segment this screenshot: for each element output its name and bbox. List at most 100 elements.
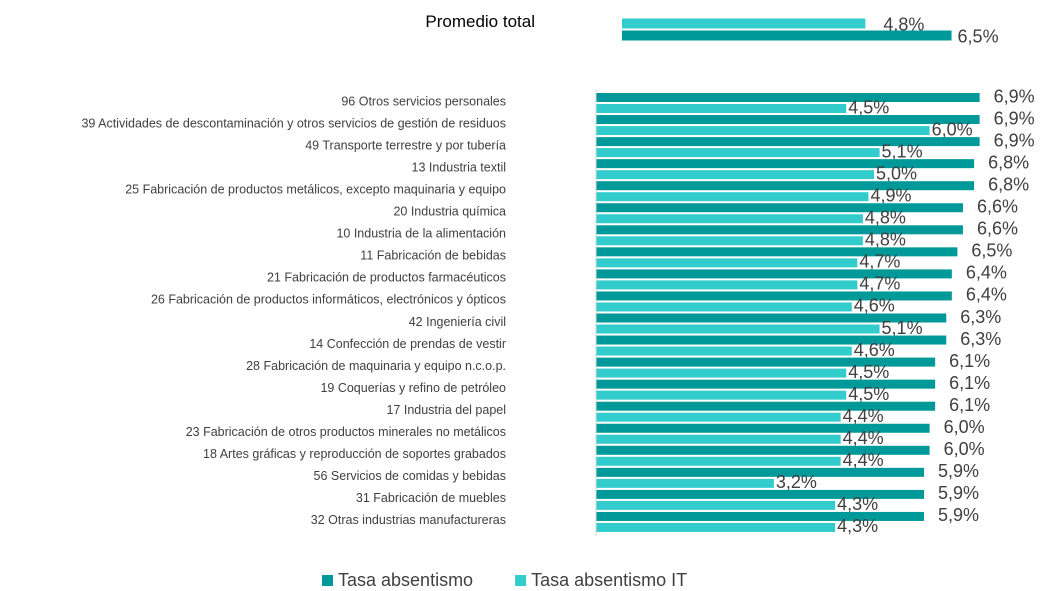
- bar: [596, 434, 841, 444]
- bar: [596, 313, 947, 323]
- bar: [596, 137, 980, 147]
- value-label: 4,9%: [870, 185, 911, 205]
- value-label: 6,4%: [966, 263, 1007, 283]
- value-label: 5,1%: [882, 318, 923, 338]
- value-label: 6,8%: [988, 152, 1029, 172]
- category-label: 17 Industria del papel: [386, 403, 506, 417]
- category-label: 96 Otros servicios personales: [341, 94, 506, 108]
- value-label: 4,7%: [859, 274, 900, 294]
- value-label: 6,5%: [971, 241, 1012, 261]
- value-label: 5,9%: [938, 505, 979, 525]
- bar: [596, 467, 925, 477]
- category-label: 14 Confección de prendas de vestir: [309, 337, 506, 351]
- bar: [596, 302, 852, 312]
- category-label: 56 Servicios de comidas y bebidas: [314, 469, 506, 483]
- bar: [596, 456, 841, 466]
- value-label: 6,1%: [949, 373, 990, 393]
- value-label: 4,8%: [865, 230, 906, 250]
- bar: [596, 511, 925, 521]
- bar: [596, 423, 930, 433]
- value-label: 4,5%: [848, 384, 889, 404]
- bar: [596, 445, 930, 455]
- bar: [596, 280, 858, 290]
- value-label: 4,3%: [837, 516, 878, 536]
- bar: [596, 269, 952, 279]
- bar: [596, 170, 874, 180]
- bar: [596, 489, 925, 499]
- value-label: 6,3%: [960, 329, 1001, 349]
- category-label: 49 Transporte terrestre y por tubería: [305, 138, 506, 152]
- value-label: 4,3%: [837, 494, 878, 514]
- legend-label: Tasa absentismo: [338, 570, 473, 590]
- value-label: 6,6%: [977, 219, 1018, 239]
- bar: [596, 181, 975, 191]
- category-label: 18 Artes gráficas y reproducción de sopo…: [203, 447, 506, 461]
- bar: [596, 192, 869, 202]
- value-label: 5,9%: [938, 461, 979, 481]
- category-label: 39 Actividades de descontaminación y otr…: [81, 116, 506, 130]
- bar: [596, 104, 847, 113]
- bar: [596, 203, 963, 213]
- bar: [596, 258, 858, 268]
- value-label: 6,0%: [944, 439, 985, 459]
- value-label: 6,4%: [966, 285, 1007, 305]
- category-label: Promedio total: [425, 12, 535, 31]
- category-label: 11 Fabricación de bebidas: [360, 249, 506, 263]
- category-label: 21 Fabricación de productos farmacéutico…: [267, 271, 506, 285]
- bar: [596, 401, 936, 411]
- category-label: 32 Otras industrias manufactureras: [311, 513, 506, 527]
- bar: [596, 522, 836, 532]
- category-label: 31 Fabricación de muebles: [356, 491, 506, 505]
- value-label: 4,4%: [843, 406, 884, 426]
- value-label: 4,8%: [883, 14, 924, 34]
- category-label: 19 Coquerías y refino de petróleo: [320, 381, 506, 395]
- value-label: 6,1%: [949, 351, 990, 371]
- bar: [596, 214, 863, 224]
- category-label: 25 Fabricación de productos metálicos, e…: [125, 182, 506, 196]
- bar: [622, 30, 952, 41]
- bar: [596, 291, 952, 301]
- bar: [596, 93, 980, 102]
- bar: [596, 379, 936, 389]
- value-label: 4,8%: [865, 208, 906, 228]
- category-label: 26 Fabricación de productos informáticos…: [151, 293, 506, 307]
- bar: [622, 18, 866, 29]
- value-label: 6,9%: [994, 86, 1035, 106]
- category-label: 42 Ingeniería civil: [409, 315, 506, 329]
- value-label: 6,8%: [988, 174, 1029, 194]
- bar: [596, 390, 847, 400]
- value-label: 6,3%: [960, 307, 1001, 327]
- value-label: 4,5%: [848, 362, 889, 382]
- bar: [596, 357, 936, 367]
- bar: [596, 115, 980, 125]
- value-label: 6,6%: [977, 197, 1018, 217]
- legend-swatch: [322, 575, 333, 586]
- legend-label: Tasa absentismo IT: [531, 570, 687, 590]
- bar: [596, 478, 774, 488]
- bar: [596, 247, 958, 257]
- value-label: 5,9%: [938, 483, 979, 503]
- value-label: 5,1%: [882, 141, 923, 161]
- bar: [596, 368, 847, 378]
- value-label: 6,0%: [932, 119, 973, 139]
- category-label: 10 Industria de la alimentación: [336, 227, 506, 241]
- bar: [596, 500, 836, 510]
- category-label: 20 Industria química: [393, 205, 506, 219]
- legend-swatch: [515, 575, 527, 586]
- category-label: 13 Industria textil: [412, 160, 507, 174]
- bar: [596, 335, 947, 345]
- value-label: 6,9%: [994, 108, 1035, 128]
- bar: [596, 236, 863, 246]
- bar: [596, 412, 841, 422]
- value-label: 4,5%: [848, 97, 889, 117]
- value-label: 4,6%: [854, 340, 895, 360]
- value-label: 6,1%: [949, 395, 990, 415]
- value-label: 6,0%: [944, 417, 985, 437]
- bar: [596, 159, 975, 169]
- bar: [596, 126, 930, 136]
- value-label: 4,7%: [859, 252, 900, 272]
- value-label: 5,0%: [876, 163, 917, 183]
- value-label: 6,9%: [994, 130, 1035, 150]
- bar: [596, 324, 880, 334]
